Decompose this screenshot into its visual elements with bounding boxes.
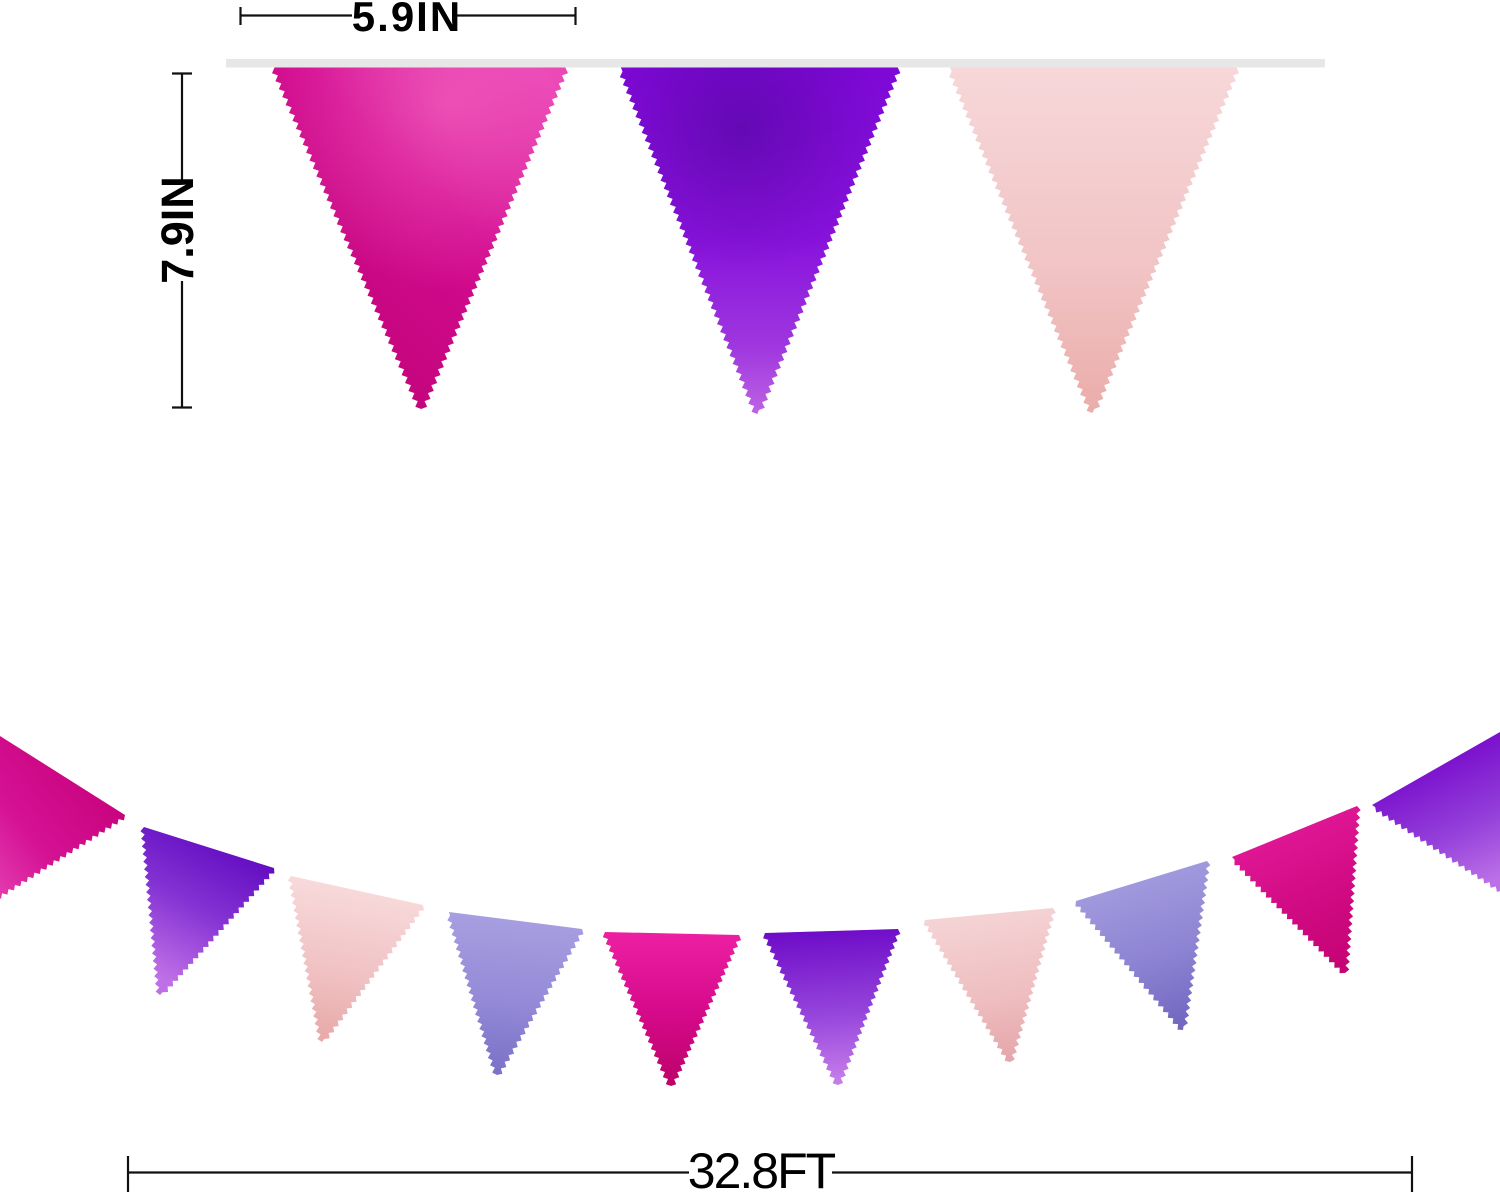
svg-text:5.9IN: 5.9IN [352, 0, 462, 40]
svg-text:32.8FT: 32.8FT [688, 1143, 836, 1196]
svg-text:7.9IN: 7.9IN [152, 176, 203, 284]
